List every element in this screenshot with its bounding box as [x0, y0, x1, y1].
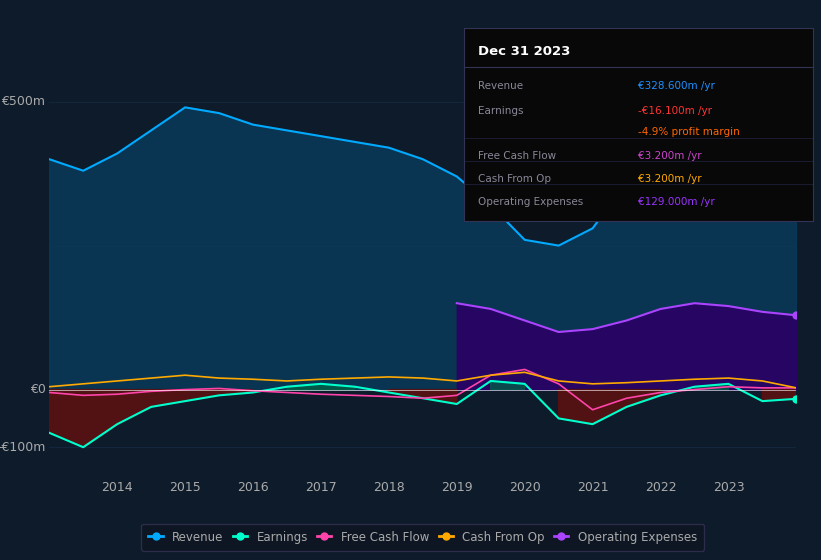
Text: Dec 31 2023: Dec 31 2023	[478, 45, 571, 58]
Text: €500m: €500m	[2, 95, 45, 108]
Text: Earnings: Earnings	[478, 106, 523, 116]
Text: Revenue: Revenue	[478, 81, 523, 91]
Text: Cash From Op: Cash From Op	[478, 174, 551, 184]
Text: -4.9% profit margin: -4.9% profit margin	[639, 127, 740, 137]
Text: €0: €0	[30, 383, 45, 396]
Text: Free Cash Flow: Free Cash Flow	[478, 151, 556, 161]
Text: €129.000m /yr: €129.000m /yr	[639, 197, 715, 207]
Text: €3.200m /yr: €3.200m /yr	[639, 151, 702, 161]
Text: €328.600m /yr: €328.600m /yr	[639, 81, 715, 91]
Text: -€100m: -€100m	[0, 441, 45, 454]
Legend: Revenue, Earnings, Free Cash Flow, Cash From Op, Operating Expenses: Revenue, Earnings, Free Cash Flow, Cash …	[141, 524, 704, 550]
Text: Operating Expenses: Operating Expenses	[478, 197, 583, 207]
Text: -€16.100m /yr: -€16.100m /yr	[639, 106, 713, 116]
Text: €3.200m /yr: €3.200m /yr	[639, 174, 702, 184]
